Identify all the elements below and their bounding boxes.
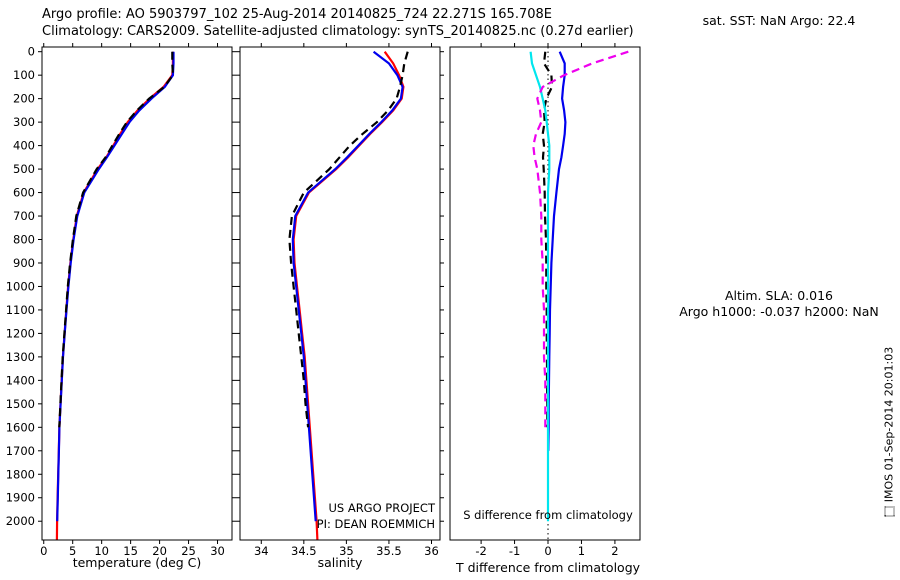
svg-text:500: 500 (13, 162, 35, 176)
figure-title-line1: Argo profile: AO 5903797_102 25-Aug-2014… (42, 7, 552, 22)
svg-text:600: 600 (13, 186, 35, 200)
salinity_profile-curves (288, 50, 409, 540)
svg-text:700: 700 (13, 209, 35, 223)
temperature_profile-series-argo-raw-qc- (58, 51, 175, 428)
svg-text:30: 30 (210, 544, 225, 558)
svg-text:1300: 1300 (6, 350, 35, 364)
us-argo-project-text: US ARGO PROJECT (328, 501, 435, 515)
svg-text:35.5: 35.5 (376, 544, 402, 558)
svg-text:36: 36 (424, 544, 439, 558)
svg-text:1900: 1900 (6, 491, 35, 505)
svg-text:1200: 1200 (6, 326, 35, 340)
svg-text:1500: 1500 (6, 397, 35, 411)
temperature_profile-series-climatology (55, 51, 174, 540)
t-difference-axis-label: T difference from climatology (455, 560, 641, 575)
s-difference-axis-label: S difference from climatology (463, 508, 633, 522)
svg-text:0: 0 (28, 45, 35, 59)
svg-text:1000: 1000 (6, 279, 35, 293)
temperature-axis-label: temperature (deg C) (72, 555, 202, 570)
imos-watermark-text: IMOS 01-Sep-2014 20:01:03 (882, 346, 896, 503)
svg-text:1600: 1600 (6, 420, 35, 434)
salinity_profile-series-satellite-adj-clim- (291, 50, 404, 522)
salinity-axis-label: salinity (317, 555, 363, 570)
imos-logo-icon (884, 506, 894, 517)
svg-text:1400: 1400 (6, 373, 35, 387)
svg-text:35: 35 (339, 544, 354, 558)
sst-map-title: sat. SST: NaN Argo: 22.4 (702, 13, 856, 28)
temperature_profile-curves (55, 51, 175, 540)
difference_profile-series-satellite-s-climatology (529, 51, 551, 522)
imos-watermark: IMOS 01-Sep-2014 20:01:03 (883, 312, 896, 552)
svg-text:200: 200 (13, 92, 35, 106)
svg-text:20: 20 (152, 544, 167, 558)
difference_profile-curves (529, 47, 629, 540)
salinity_profile-series-argo-raw-qc- (288, 51, 409, 428)
difference_profile-series-satellite-t-climatology (547, 51, 567, 451)
svg-text:0: 0 (544, 544, 551, 558)
svg-text:0: 0 (40, 544, 47, 558)
svg-text:400: 400 (13, 139, 35, 153)
svg-text:1: 1 (578, 544, 585, 558)
svg-text:900: 900 (13, 256, 35, 270)
svg-text:10: 10 (94, 544, 109, 558)
svg-text:1100: 1100 (6, 303, 35, 317)
svg-text:2000: 2000 (6, 514, 35, 528)
figure-title-line2: Climatology: CARS2009. Satellite-adjuste… (42, 24, 634, 39)
sla-map-title-line1: Altim. SLA: 0.016 (724, 288, 833, 303)
svg-text:25: 25 (181, 544, 196, 558)
svg-text:2: 2 (611, 544, 618, 558)
svg-text:800: 800 (13, 233, 35, 247)
svg-text:300: 300 (13, 115, 35, 129)
svg-text:15: 15 (123, 544, 138, 558)
sla-map-title-line2: Argo h1000: -0.037 h2000: NaN (679, 304, 879, 319)
svg-text:5: 5 (69, 544, 76, 558)
svg-text:1800: 1800 (6, 467, 35, 481)
pi-dean-roemmich-text: PI: DEAN ROEMMICH (316, 517, 435, 531)
salinity_profile-series-climatology (292, 51, 405, 540)
temperature_profile-series-satellite-adj-clim- (56, 51, 175, 522)
difference_profile-series-argo-adj-t-climatology (541, 51, 554, 428)
svg-text:-1: -1 (509, 544, 520, 558)
svg-text:34.5: 34.5 (291, 544, 317, 558)
svg-text:100: 100 (13, 68, 35, 82)
svg-text:34: 34 (254, 544, 269, 558)
difference_profile-series-argo-adj-s-climatology (532, 50, 629, 428)
svg-text:1700: 1700 (6, 444, 35, 458)
svg-text:-2: -2 (475, 544, 486, 558)
